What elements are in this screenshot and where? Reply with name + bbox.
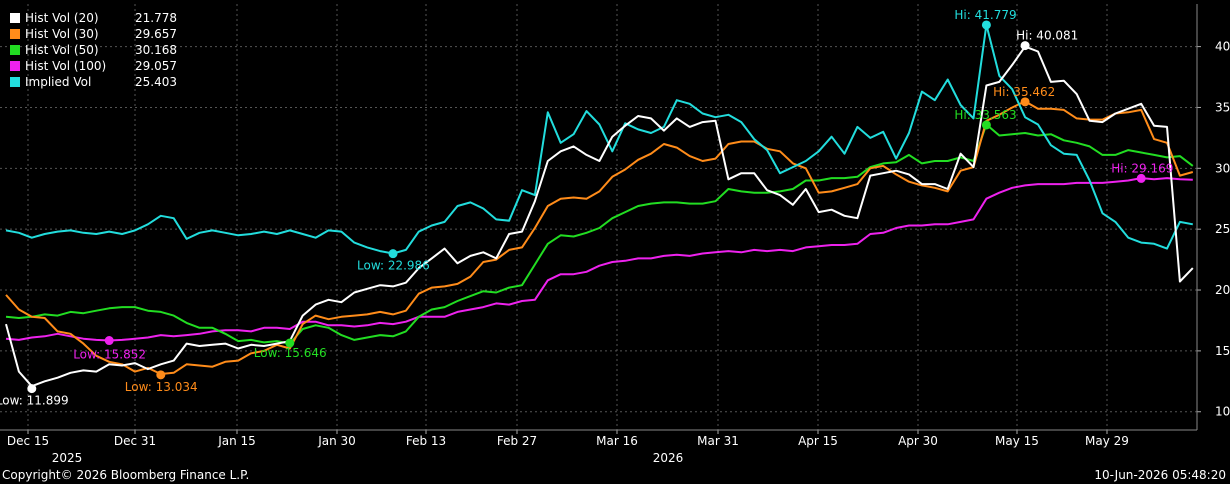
- y-tick-label: 20: [1215, 283, 1230, 297]
- legend-label: Hist Vol (20): [25, 11, 99, 25]
- legend-label: Hist Vol (50): [25, 43, 99, 57]
- y-tick-label: 35: [1215, 100, 1230, 114]
- annotation-marker: [104, 336, 114, 346]
- legend-value: 29.057: [135, 59, 177, 73]
- legend-item: Hist Vol (50) 30.168: [10, 42, 177, 58]
- x-tick-label: May 29: [1085, 434, 1129, 448]
- x-tick-label: Dec 15: [7, 434, 49, 448]
- x-tick-label: Apr 15: [798, 434, 838, 448]
- annotation-label: Low: 15.852: [73, 348, 146, 362]
- y-tick-label: 30: [1215, 161, 1230, 175]
- legend-item: Hist Vol (20) 21.778: [10, 10, 177, 26]
- legend-swatch-hv20: [10, 13, 20, 23]
- annotation-marker: [285, 338, 295, 348]
- legend-label: Hist Vol (100): [25, 59, 107, 73]
- annotation-marker: [1020, 41, 1030, 51]
- year-label: 2025: [52, 451, 83, 465]
- annotation-label: Low: 11.899: [0, 394, 69, 408]
- year-label: 2026: [653, 451, 684, 465]
- timestamp-text: 10-Jun-2026 05:48:20: [1094, 468, 1226, 482]
- copyright-text: Copyright© 2026 Bloomberg Finance L.P.: [2, 468, 250, 482]
- legend-swatch-implied: [10, 77, 20, 87]
- axes: [0, 4, 1201, 434]
- legend-value: 30.168: [135, 43, 177, 57]
- legend-item: Hist Vol (100) 29.057: [10, 58, 177, 74]
- annotation-label: Hi: 40.081: [1016, 29, 1078, 43]
- y-tick-label: 25: [1215, 222, 1230, 236]
- legend-label: Hist Vol (30): [25, 27, 99, 41]
- annotation-label: Hi: 33.563: [954, 108, 1016, 122]
- annotation-marker: [388, 249, 398, 259]
- series-line-1: [5, 100, 1194, 375]
- x-tick-label: Dec 31: [114, 434, 156, 448]
- y-tick-label: 40: [1215, 40, 1230, 54]
- x-tick-label: Feb 27: [497, 434, 537, 448]
- grid-lines: [0, 4, 1197, 430]
- annotation-label: Hi: 41.779: [954, 8, 1016, 22]
- annotation-marker: [1136, 173, 1146, 183]
- legend-value: 29.657: [135, 27, 177, 41]
- legend: Hist Vol (20) 21.778 Hist Vol (30) 29.65…: [10, 10, 177, 90]
- x-tick-label: Mar 16: [596, 434, 638, 448]
- series-line-4: [5, 23, 1193, 255]
- legend-swatch-hv50: [10, 45, 20, 55]
- x-tick-label: Feb 13: [406, 434, 446, 448]
- annotation-marker: [981, 120, 991, 130]
- series-lines: [5, 23, 1194, 388]
- series-line-0: [5, 45, 1194, 388]
- series-line-3: [5, 177, 1193, 342]
- x-tick-label: Mar 31: [697, 434, 739, 448]
- legend-value: 25.403: [135, 75, 177, 89]
- x-tick-label: Jan 15: [217, 434, 256, 448]
- annotation-marker: [981, 20, 991, 30]
- legend-item: Implied Vol 25.403: [10, 74, 177, 90]
- annotations: Low: 11.899 Low: 13.034 Low: 15.646 Low: 15…: [0, 8, 1173, 408]
- x-tick-label: Jan 30: [317, 434, 356, 448]
- annotation-marker: [27, 384, 37, 394]
- series-line-2: [5, 123, 1194, 345]
- annotation-marker: [156, 370, 166, 380]
- legend-item: Hist Vol (30) 29.657: [10, 26, 177, 42]
- annotation-marker: [1020, 97, 1030, 107]
- legend-label: Implied Vol: [25, 75, 92, 89]
- legend-swatch-hv100: [10, 61, 20, 71]
- x-tick-label: May 15: [995, 434, 1039, 448]
- x-tick-label: Apr 30: [898, 434, 938, 448]
- y-tick-label: 10: [1215, 405, 1230, 419]
- legend-value: 21.778: [135, 11, 177, 25]
- y-tick-label: 15: [1215, 344, 1230, 358]
- legend-swatch-hv30: [10, 29, 20, 39]
- annotation-label: Low: 22.986: [357, 259, 430, 273]
- annotation-label: Hi: 35.462: [993, 85, 1055, 99]
- annotation-label: Low: 15.646: [254, 346, 327, 360]
- annotation-label: Low: 13.034: [125, 380, 198, 394]
- annotation-label: Hi: 29.169: [1111, 161, 1173, 175]
